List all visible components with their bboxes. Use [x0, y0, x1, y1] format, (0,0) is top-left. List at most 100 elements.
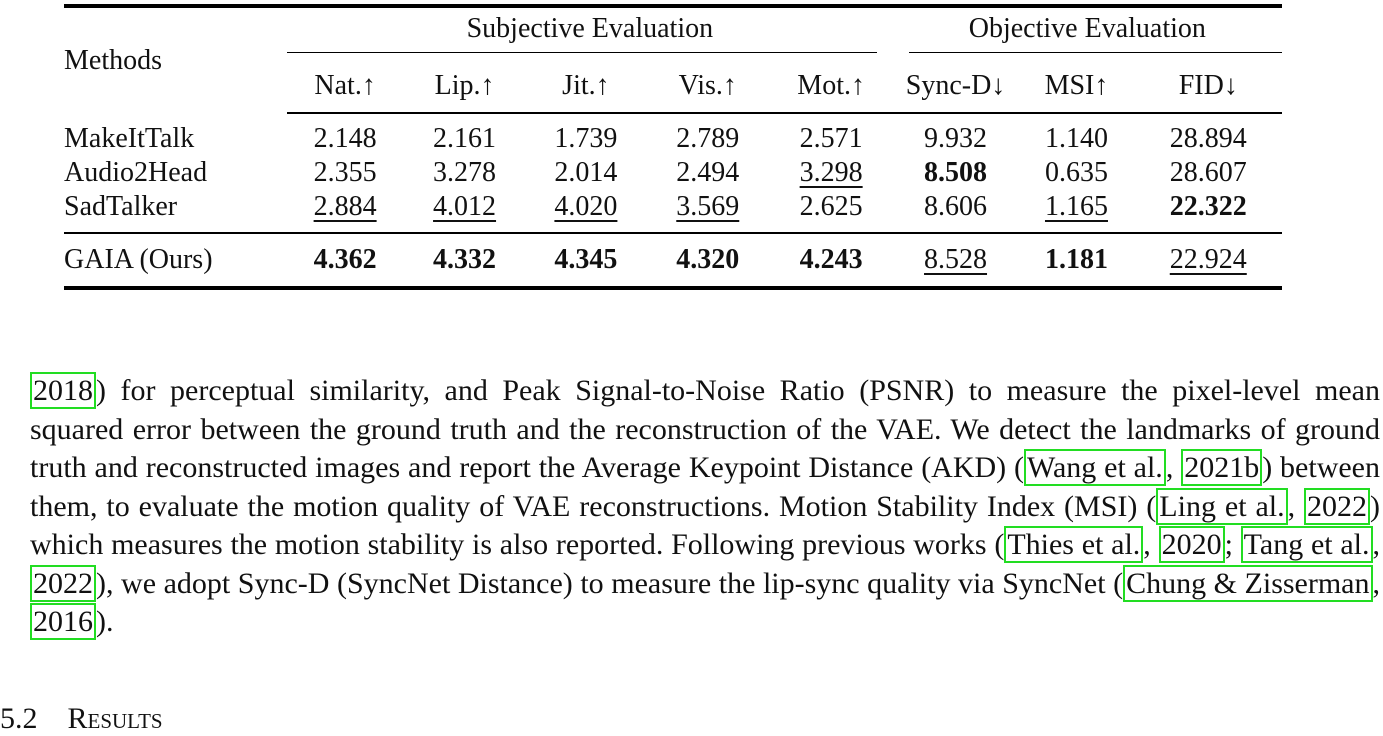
table-cell: 2.789: [676, 123, 740, 154]
table-cell: 22.924: [1134, 232, 1282, 288]
second-best-value: 3.298: [799, 157, 863, 188]
body-paragraph: 2018) for perceptual similarity, and Pea…: [30, 372, 1380, 642]
citation-link[interactable]: Wang et al.: [1024, 449, 1166, 486]
citation-link[interactable]: Chung & Zisserman: [1123, 564, 1373, 602]
col-header: Mot.↑: [769, 60, 893, 114]
results-table-grid: Methods Subjective Evaluation Objective …: [64, 4, 1282, 290]
table-cell: 8.528: [892, 232, 1019, 288]
table-cell: 3.569: [646, 190, 770, 233]
table-cell: 2.148: [313, 123, 377, 154]
table-row: SadTalker 2.884 4.012 4.020 3.569 2.625 …: [64, 190, 1282, 233]
table-cell: 2.494: [676, 157, 740, 188]
results-table: Methods Subjective Evaluation Objective …: [64, 4, 1282, 290]
table-row: MakeItTalk 2.148 2.161 1.739 2.789 2.571…: [64, 113, 1282, 156]
section-heading: 5.2 Results: [0, 702, 163, 736]
paragraph-run: ,: [1143, 528, 1159, 561]
paragraph-run: ,: [1372, 566, 1381, 600]
best-value: 4.243: [799, 244, 863, 275]
table-cell: 8.606: [924, 191, 988, 222]
paragraph-run: ;: [1224, 528, 1241, 561]
paragraph-run: ).: [96, 605, 114, 638]
table-cell: 2.161: [433, 123, 497, 154]
group-objective: Objective Evaluation: [893, 6, 1282, 60]
table-cell: 2.625: [799, 191, 863, 222]
paragraph-run: ,: [1287, 489, 1305, 523]
table-cell: 1.181: [1018, 232, 1135, 288]
citation-link[interactable]: Thies et al.: [1004, 526, 1144, 563]
best-value: 4.320: [676, 244, 740, 275]
citation-link[interactable]: 2020: [1158, 526, 1225, 563]
method-name: Audio2Head: [64, 157, 208, 188]
second-best-value: 2.884: [313, 191, 377, 222]
table-cell: 22.322: [1135, 190, 1282, 233]
table-cell: 1.739: [554, 123, 618, 154]
section-title: Results: [67, 702, 163, 735]
group-subjective: Subjective Evaluation: [287, 6, 893, 60]
paragraph-run: ,: [1372, 528, 1381, 561]
method-name: GAIA (Ours): [64, 232, 288, 288]
paragraph-text: 2018) for perceptual similarity, and Pea…: [30, 372, 1380, 642]
paragraph-run: ) for perceptual similarity, and Peak Si…: [30, 374, 1380, 484]
col-header: Vis.↑: [645, 60, 770, 114]
table-cell: 1.165: [1018, 190, 1134, 233]
citation-link[interactable]: Ling et al.: [1156, 487, 1288, 525]
group-subjective-rule: [287, 52, 877, 53]
second-best-value: 8.528: [924, 244, 988, 275]
method-name: MakeItTalk: [64, 122, 195, 154]
table-cell: 1.140: [1044, 123, 1108, 154]
col-header: FID↓: [1134, 60, 1282, 114]
paragraph-run: ) which measures the motion stability is…: [30, 489, 1381, 562]
paragraph-run: ), we adopt Sync-D (SyncNet Distance) to…: [96, 566, 1124, 600]
table-cell: 2.571: [799, 123, 863, 154]
col-header: MSI↑: [1018, 60, 1135, 114]
table-cell: 3.298: [770, 156, 893, 190]
table-cell: 4.243: [769, 232, 893, 288]
table-cell: 4.332: [403, 232, 526, 288]
best-value: 4.332: [433, 244, 497, 275]
col-header: Sync-D↓: [892, 60, 1019, 114]
second-best-value: 3.569: [676, 191, 740, 222]
table-cell: 4.345: [525, 232, 646, 288]
method-name: SadTalker: [64, 191, 178, 222]
table-cell: 2.355: [313, 157, 377, 188]
table-cell: 4.320: [645, 232, 770, 288]
best-value: 4.362: [313, 244, 377, 275]
paragraph-run: ,: [1165, 451, 1182, 484]
col-header: Lip.↑: [403, 60, 526, 114]
col-header: Jit.↑: [525, 60, 646, 114]
table-cell: 8.508: [893, 156, 1019, 190]
best-value: 1.181: [1044, 244, 1108, 275]
citation-link[interactable]: 2021b: [1181, 449, 1263, 486]
second-best-value: 4.012: [433, 191, 497, 222]
best-value: 22.322: [1169, 191, 1247, 222]
table-row-ours: GAIA (Ours) 4.362 4.332 4.345 4.320 4.24…: [64, 232, 1282, 288]
best-value: 4.345: [554, 244, 618, 275]
table-cell: 4.020: [526, 190, 646, 233]
group-objective-rule: [908, 52, 1282, 53]
table-row: Audio2Head 2.355 3.278 2.014 2.494 3.298…: [64, 156, 1282, 190]
citation-link[interactable]: Tang et al.: [1240, 526, 1373, 563]
second-best-value: 4.020: [554, 191, 618, 222]
section-number: 5.2: [0, 702, 38, 735]
col-header: Nat.↑: [287, 60, 404, 114]
citation-link[interactable]: 2018: [30, 372, 96, 409]
group-subjective-label: Subjective Evaluation: [466, 13, 714, 44]
second-best-value: 1.165: [1044, 191, 1108, 222]
citation-link[interactable]: 2016: [30, 603, 96, 640]
table-cell: 2.884: [287, 190, 403, 233]
methods-header: Methods: [64, 44, 162, 76]
group-objective-label: Objective Evaluation: [968, 13, 1206, 44]
citation-link[interactable]: 2022: [1304, 487, 1371, 525]
best-value: 8.508: [924, 157, 988, 188]
table-cell: 4.362: [287, 232, 404, 288]
table-cell: 28.894: [1169, 123, 1247, 154]
citation-link[interactable]: 2022: [30, 564, 96, 602]
table-cell: 2.014: [554, 157, 618, 188]
paragraph-run: ) between them, to evaluate the motion q…: [30, 451, 1380, 523]
table-cell: 3.278: [433, 157, 497, 188]
second-best-value: 22.924: [1169, 244, 1247, 275]
table-cell: 0.635: [1044, 157, 1108, 188]
table-cell: 28.607: [1169, 157, 1247, 188]
table-cell: 4.012: [403, 190, 526, 233]
table-cell: 9.932: [924, 123, 988, 154]
